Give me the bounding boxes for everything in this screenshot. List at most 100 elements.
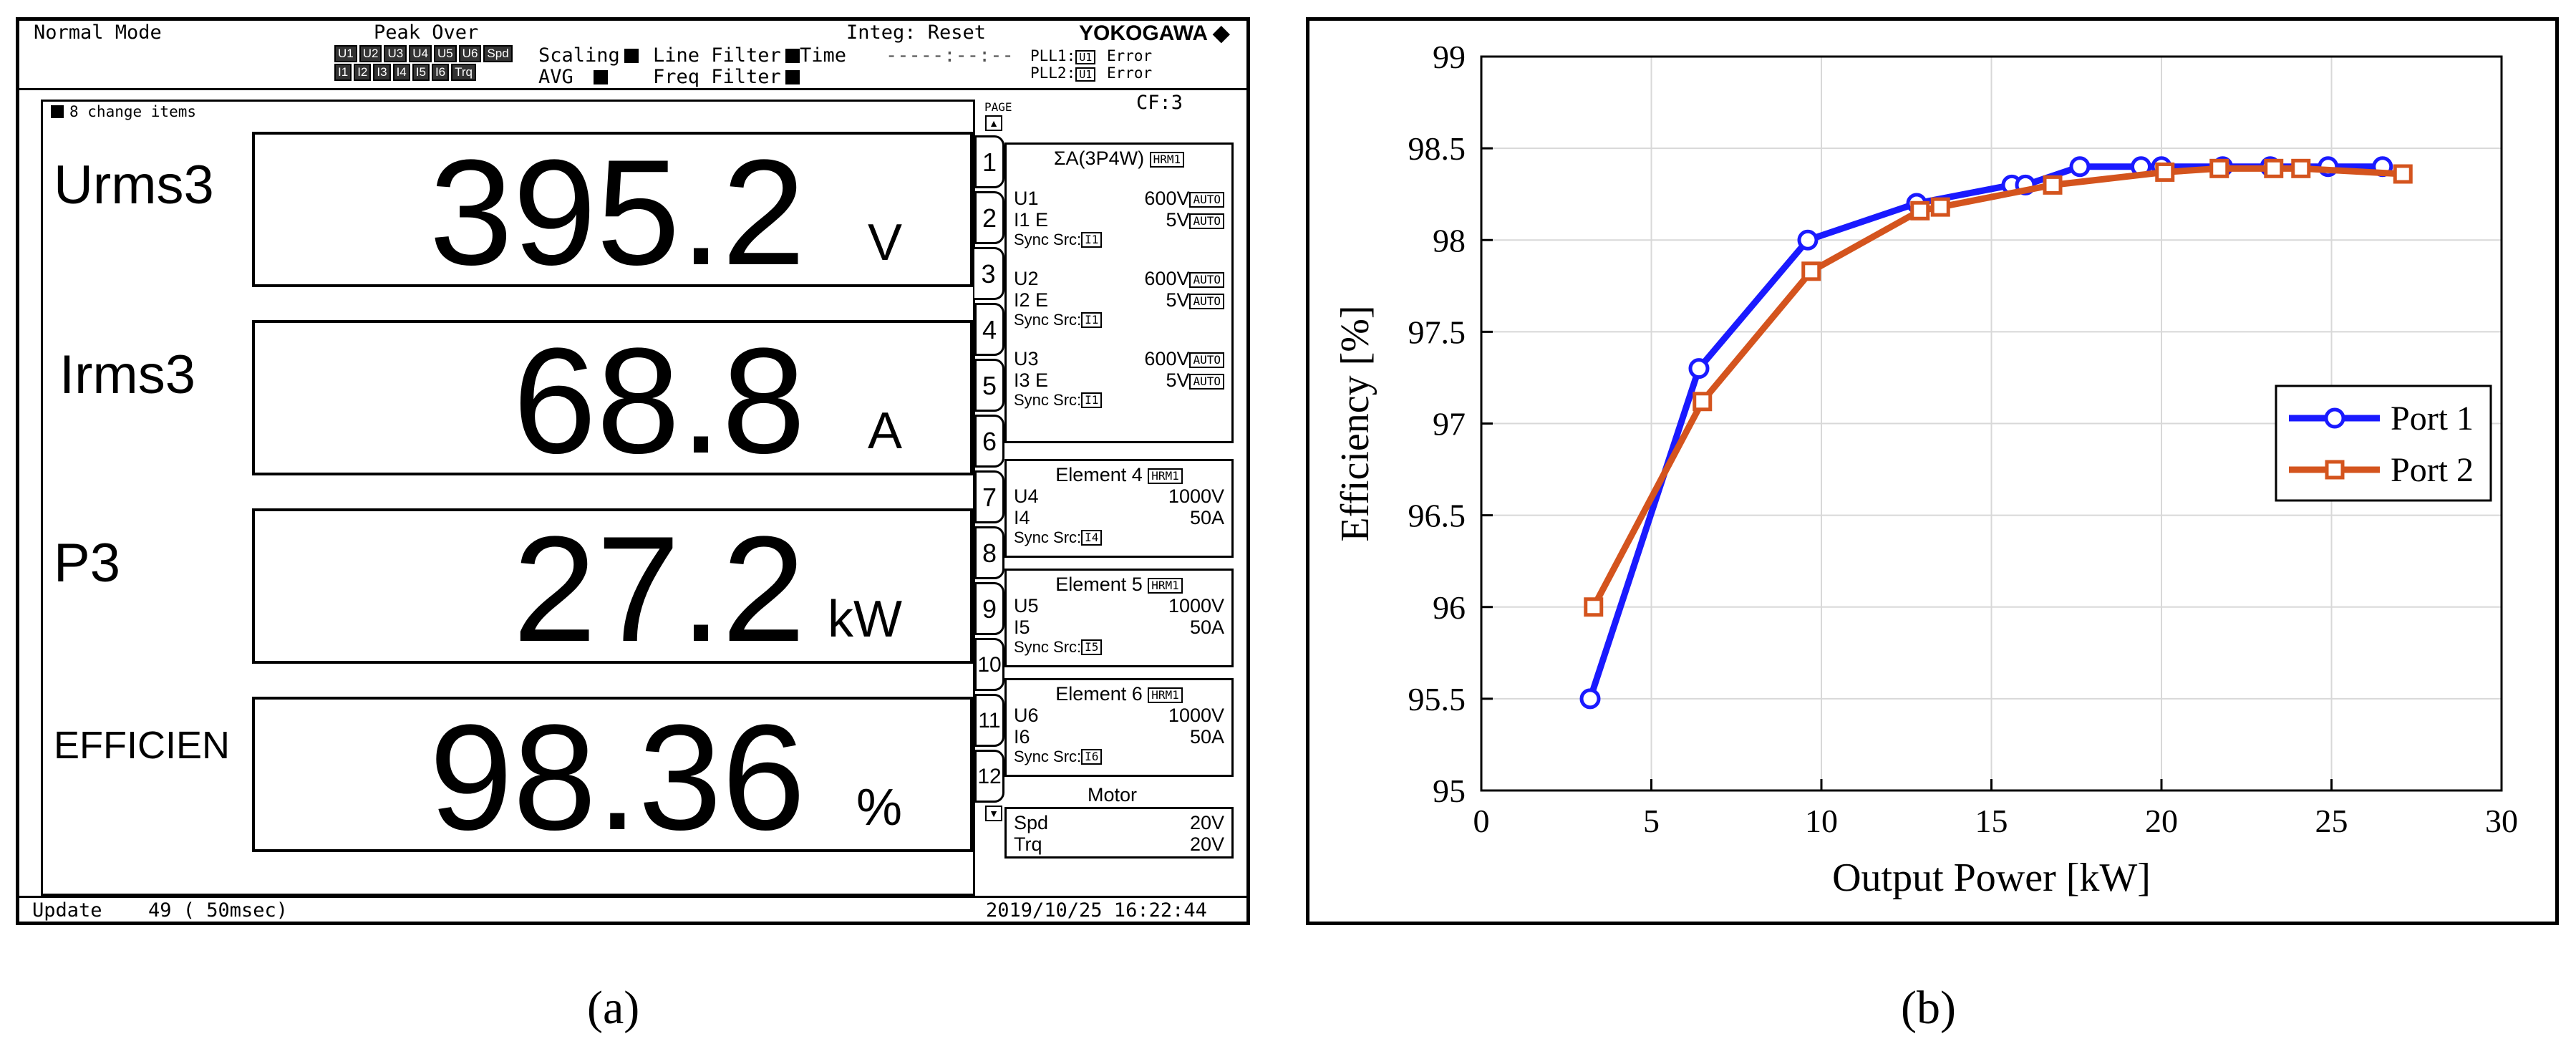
item-unit-irms3: A [867,402,902,460]
peak-chip: U6 [458,45,482,62]
item-value-urms3: 395.2 [429,128,805,296]
element-6-title: Element 6 HRM1 [1014,683,1224,705]
item-value-box-efficiency[interactable]: 98.36 % [252,697,973,855]
sync-src-badge: I4 [1081,530,1103,546]
menu-icon [51,105,64,118]
avg-square-icon [593,70,608,84]
peak-chip: U5 [433,45,457,62]
element-5-title: Element 5 HRM1 [1014,574,1224,595]
data-point-port-2 [1910,200,1930,221]
i3-auto-badge: AUTO [1189,374,1224,390]
i1-range-row: I1 E 5V AUTO [1014,209,1224,231]
u6-range: 1000V [1168,705,1224,726]
x-tick-label: 20 [2145,803,2178,839]
sync-label: Sync Src: [1014,231,1082,248]
sync-src-badge: I6 [1081,749,1103,765]
data-point-port-2 [2155,162,2175,182]
page-up-icon[interactable]: ▲ [985,115,1002,131]
peak-chip: U1 [334,45,357,62]
line-filter-square-icon [785,49,800,63]
u5-range: 1000V [1168,595,1224,616]
update-value: 49 ( 50msec) [148,899,289,922]
tab-page-12[interactable]: 12 [974,750,1004,803]
u5-label: U5 [1014,595,1039,616]
data-point-port-1 [1797,229,1819,251]
analyzer-screen: Normal Mode Peak Over U1 U2 U3 U4 U5 U6 Spd I1… [16,17,1250,925]
pll1-state: Error [1106,47,1153,64]
i2-auto-badge: AUTO [1189,294,1224,309]
sigma-group-title: ΣA(3P4W) HRM1 [1014,148,1224,169]
i3-label: I3 E [1014,369,1049,391]
pll1-status: PLL1: U1 Error [1030,48,1152,64]
legend-marker-port-2 [2325,460,2345,480]
item-value-box-p3[interactable]: 27.2 kW [252,505,973,673]
tab-page-2[interactable]: 2 [974,191,1004,244]
item-value-box-urms3[interactable]: 395.2 V [252,128,973,296]
u6-label: U6 [1014,705,1039,726]
i6-label: I6 [1014,726,1030,748]
tab-page-1[interactable]: 1 [974,135,1004,188]
x-tick-label: 30 [2485,803,2518,839]
item-value-p3: 27.2 [513,505,805,673]
tab-page-8[interactable]: 8 [974,526,1004,579]
u2-label: U2 [1014,268,1039,289]
sync-src-badge: I1 [1081,232,1103,248]
tab-page-9[interactable]: 9 [974,582,1004,635]
legend-label-2: Port 2 [2391,451,2474,489]
peak-chip: Trq [451,64,476,81]
ch3-sync-source: Sync Src: I1 [1014,391,1224,410]
diamond-icon: ◆ [1213,21,1230,45]
element-5-sync: Sync Src: I5 [1014,638,1224,657]
item-unit-p3: kW [828,591,902,648]
sync-label: Sync Src: [1014,311,1082,329]
tab-page-5[interactable]: 5 [974,359,1004,412]
y-tick-label: 96 [1433,589,1466,626]
tab-page-3[interactable]: 3 [974,247,1004,300]
item-value-box-irms3[interactable]: 68.8 A [252,316,973,485]
scaling-square-icon [624,49,639,63]
x-tick-label: 25 [2315,803,2348,839]
x-tick-label: 10 [1805,803,1838,839]
spd-value: 20V [1189,812,1224,833]
update-label: Update [32,899,102,922]
u4-label: U4 [1014,485,1039,507]
page-down-icon[interactable]: ▼ [985,806,1002,821]
u3-auto-badge: AUTO [1189,352,1224,368]
u2-range-row: U2 600V AUTO [1014,268,1224,289]
scaling-indicator: Scaling [538,45,639,67]
peak-chip: I6 [431,64,450,81]
i5-label: I5 [1014,616,1030,638]
i6-range-row: I6 50A [1014,726,1224,748]
i4-range: 50A [1189,507,1224,528]
x-tick-label: 15 [1975,803,2008,839]
item-name-p3: P3 [54,533,120,594]
i4-label: I4 [1014,507,1030,528]
brand-name: YOKOGAWA [1079,21,1207,45]
item-unit-urms3: V [867,214,902,271]
y-tick-label: 98 [1433,222,1466,258]
avg-indicator: AVG [538,67,608,88]
peak-chip: U4 [409,45,432,62]
tab-page-10[interactable]: 10 [974,638,1004,691]
item-unit-efficiency: % [856,779,902,836]
peak-over-chips-bottom: I1 I2 I3 I4 I5 I6 Trq [334,64,478,81]
peak-over-chips-top: U1 U2 U3 U4 U5 U6 Spd [334,45,515,62]
tab-page-6[interactable]: 6 [974,415,1004,468]
element-4-title-text: Element 4 [1055,464,1143,485]
efficiency-chart-panel: 0 5 10 15 20 25 30 95 95.5 96 96.5 97 97.5 98 98.5 99 Ou… [1306,17,2559,925]
u6-range-row: U6 1000V [1014,705,1224,726]
ch2-sync-source: Sync Src: I1 [1014,311,1224,329]
tab-page-4[interactable]: 4 [974,303,1004,356]
element-6-sync: Sync Src: I6 [1014,748,1224,766]
sync-src-badge: I1 [1081,392,1103,408]
u1-range: 600V [1144,188,1190,209]
y-tick-label: 97 [1433,406,1466,443]
tab-page-11[interactable]: 11 [974,694,1004,747]
efficiency-chart: 0 5 10 15 20 25 30 95 95.5 96 96.5 97 97.5 98 98.5 99 Ou… [1333,39,2518,900]
item-name-efficiency: EFFICIEN [54,724,231,767]
data-point-port-1 [2069,156,2091,178]
tab-page-7[interactable]: 7 [974,470,1004,523]
item-value-irms3: 68.8 [513,316,805,485]
u3-range: 600V [1144,348,1190,369]
freq-filter-square-icon [785,70,800,84]
